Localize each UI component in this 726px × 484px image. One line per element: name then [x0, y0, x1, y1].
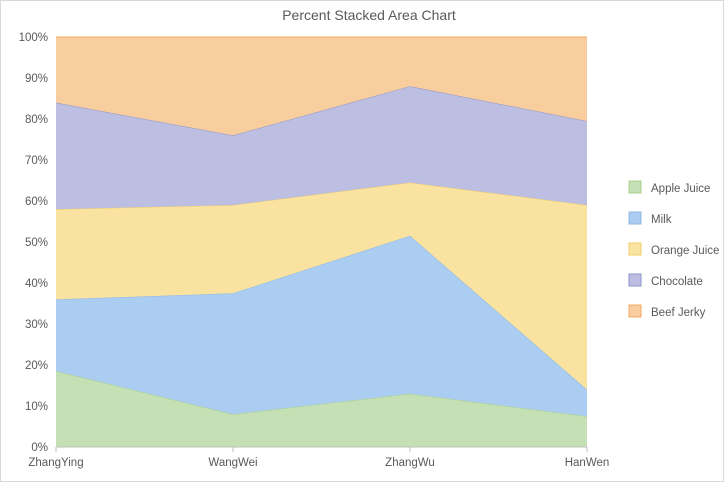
area-milk [56, 235, 587, 417]
legend-swatch-apple-juice [628, 180, 642, 194]
legend: Apple Juice Milk Orange Juice Chocolate Beef… [628, 180, 719, 319]
legend-label-chocolate: Chocolate [651, 276, 703, 288]
y-tick-label: 100% [19, 32, 48, 44]
x-tick-label: ZhangYing [28, 457, 83, 469]
legend-label-orange-juice: Orange Juice [651, 245, 719, 257]
y-tick-label: 90% [25, 73, 48, 85]
y-tick-label: 70% [25, 155, 48, 167]
area-chocolate [56, 86, 587, 210]
legend-swatch-chocolate [628, 273, 642, 287]
y-tick-label: 50% [25, 237, 48, 249]
legend-swatch-orange-juice [628, 242, 642, 256]
legend-swatch-beef-jerky [628, 304, 642, 318]
y-tick-label: 0% [31, 442, 48, 454]
area-layers [55, 36, 588, 447]
x-tick-label: HanWen [565, 457, 610, 469]
x-tick-label: ZhangWu [385, 457, 435, 469]
legend-label-apple-juice: Apple Juice [651, 183, 710, 195]
area-edge-chocolate [55, 85, 588, 136]
y-tick-label: 30% [25, 319, 48, 331]
legend-swatch-milk [628, 211, 642, 225]
legend-label-milk: Milk [651, 214, 672, 226]
legend-label-beef-jerky: Beef Jerky [651, 307, 706, 319]
axes [55, 446, 588, 452]
area-orange-juice [56, 182, 587, 390]
area-apple-juice [56, 371, 587, 447]
y-tick-label: 60% [25, 196, 48, 208]
y-tick-label: 10% [25, 401, 48, 413]
x-tick-labels: ZhangYing WangWei ZhangWu HanWen [28, 457, 609, 469]
chart-title: Percent Stacked Area Chart [282, 7, 456, 23]
area-beef-jerky [56, 37, 587, 136]
x-tick-label: WangWei [208, 457, 257, 469]
y-tick-label: 40% [25, 278, 48, 290]
y-tick-labels: 0% 10% 20% 30% 40% 50% 60% 70% 80% 90% 100% [19, 32, 48, 454]
y-tick-label: 80% [25, 114, 48, 126]
y-tick-label: 20% [25, 360, 48, 372]
